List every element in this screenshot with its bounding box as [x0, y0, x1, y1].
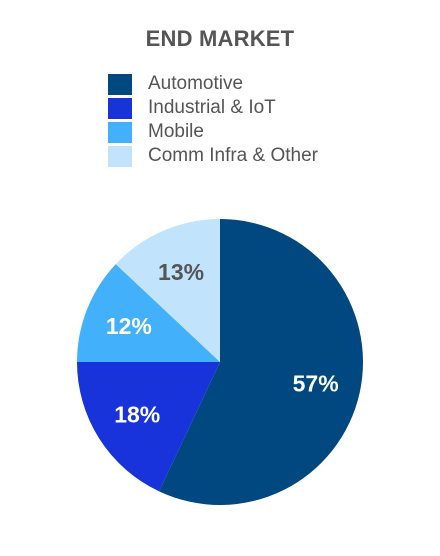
legend: Automotive Industrial & IoT Mobile Comm …: [108, 72, 318, 168]
legend-swatch: [108, 97, 132, 119]
legend-item-mobile: Mobile: [108, 120, 318, 144]
legend-label: Automotive: [148, 73, 244, 94]
slice-value-label: 18%: [114, 402, 160, 428]
chart-title: END MARKET: [145, 26, 295, 51]
pie-slice-mobile: [77, 264, 220, 362]
legend-swatch: [108, 121, 132, 143]
slice-value-label: 57%: [293, 370, 339, 396]
legend-item-industrial-iot: Industrial & IoT: [108, 96, 318, 120]
pie-slice-comm-infra-other: [115, 219, 220, 362]
legend-item-comm-infra-other: Comm Infra & Other: [108, 144, 318, 168]
slice-value-label: 12%: [106, 313, 152, 339]
pie-slice-automotive: [159, 219, 363, 505]
legend-item-automotive: Automotive: [108, 72, 318, 96]
slice-value-label: 13%: [158, 259, 204, 285]
pie-slice-industrial-iot: [77, 362, 220, 492]
legend-swatch: [108, 73, 132, 95]
legend-label: Comm Infra & Other: [148, 145, 318, 166]
legend-label: Mobile: [148, 121, 204, 142]
legend-swatch: [108, 145, 132, 167]
legend-label: Industrial & IoT: [148, 97, 276, 118]
